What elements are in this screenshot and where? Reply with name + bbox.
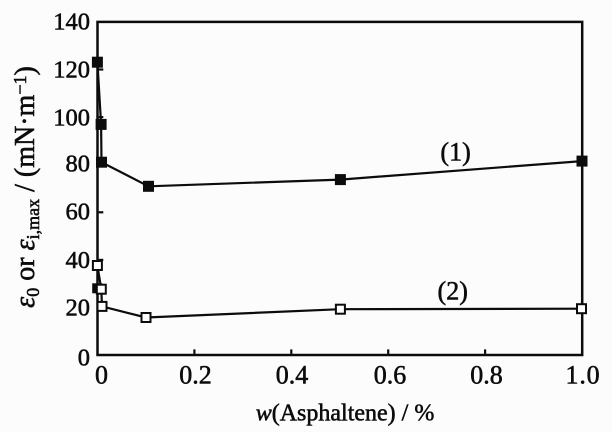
svg-text:0.8: 0.8 xyxy=(470,360,503,389)
svg-text:0.6: 0.6 xyxy=(374,360,407,389)
svg-text:0.2: 0.2 xyxy=(179,360,212,389)
svg-text:(1): (1) xyxy=(440,138,470,167)
svg-text:0: 0 xyxy=(95,360,108,389)
svg-text:40: 40 xyxy=(66,247,91,274)
svg-text:120: 120 xyxy=(53,57,90,84)
svg-text:0.4: 0.4 xyxy=(276,360,309,389)
svg-text:80: 80 xyxy=(66,151,91,178)
svg-text:0: 0 xyxy=(78,345,90,372)
svg-text:140: 140 xyxy=(53,9,90,36)
svg-text:(2): (2) xyxy=(438,277,468,306)
svg-text:w(Asphaltene) / %: w(Asphaltene) / % xyxy=(256,401,435,427)
svg-text:60: 60 xyxy=(66,199,91,226)
svg-text:20: 20 xyxy=(66,294,91,321)
svg-text:ε0 or εi,max / (mN·m−1): ε0 or εi,max / (mN·m−1) xyxy=(10,66,43,308)
svg-text:100: 100 xyxy=(53,104,90,131)
svg-text:1.0: 1.0 xyxy=(566,360,601,389)
